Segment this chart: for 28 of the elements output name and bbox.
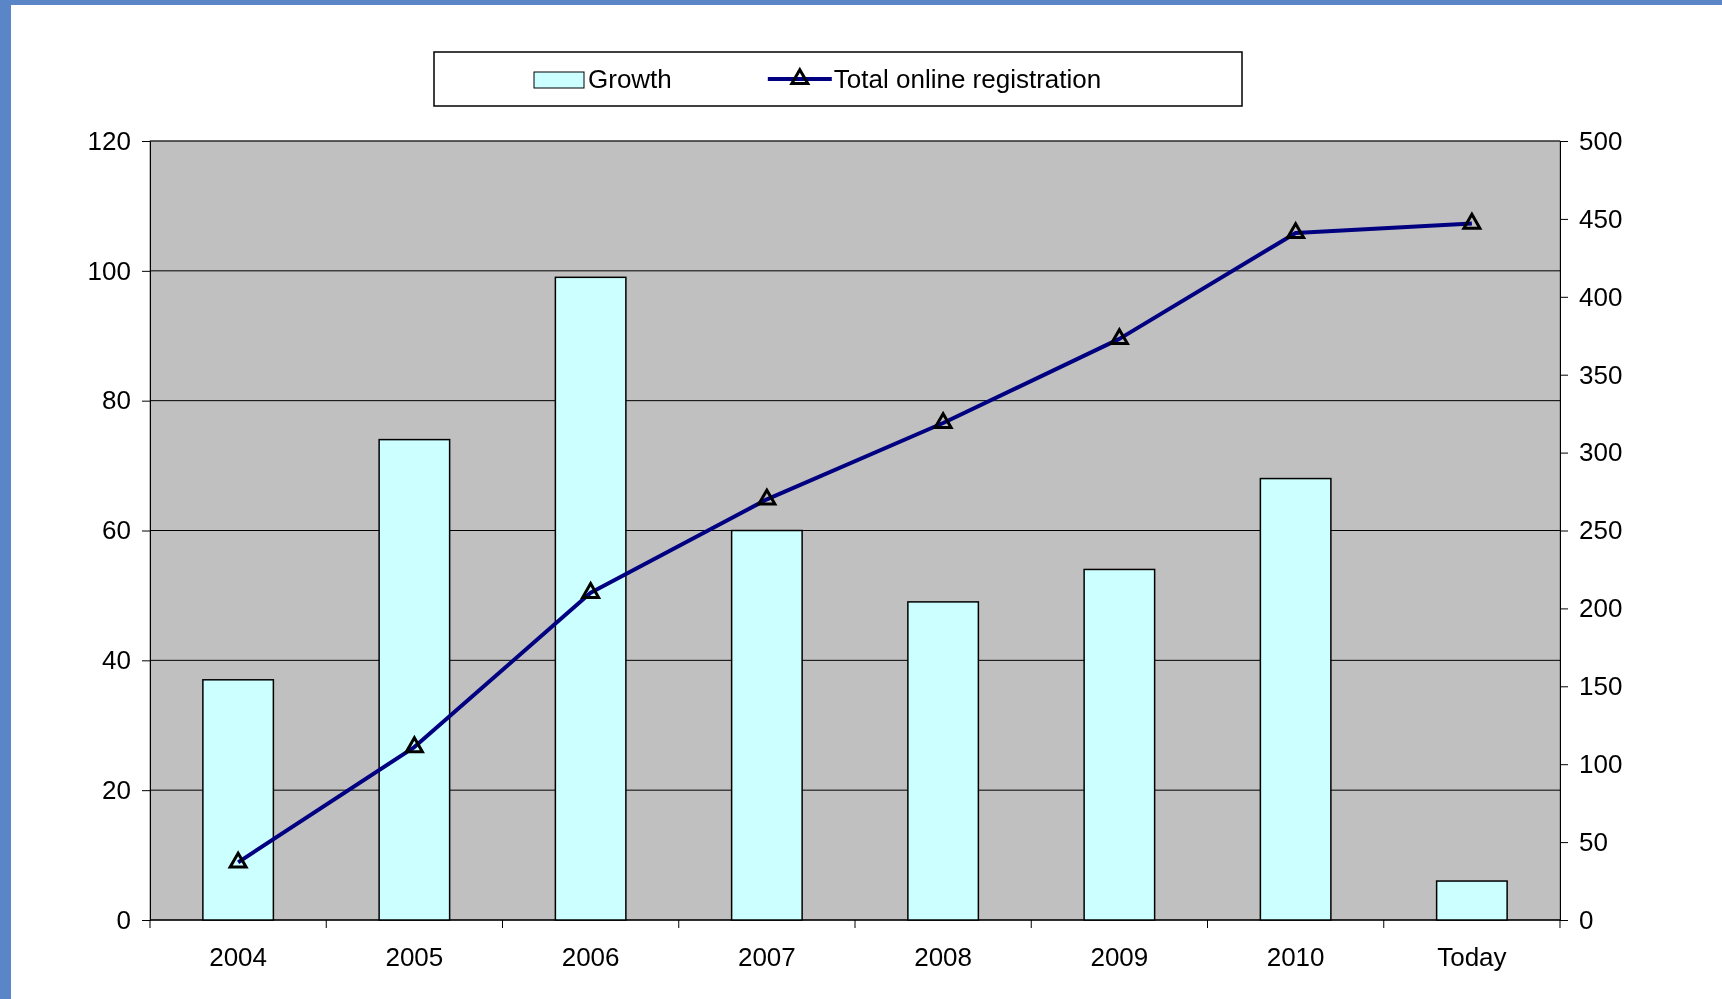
y2-tick-label: 100 [1579, 749, 1623, 780]
y-tick-label: 80 [102, 385, 131, 416]
legend-label: Total online registration [833, 64, 1102, 94]
x-tick-label: 2005 [385, 942, 444, 972]
y-tick-label: 120 [87, 125, 131, 156]
y-tick-label: 0 [116, 904, 131, 935]
y2-tick-label: 500 [1579, 125, 1623, 156]
y2-tick-label: 450 [1579, 203, 1623, 234]
y2-tick-label: 300 [1579, 437, 1623, 468]
y-tick-label: 100 [87, 255, 131, 286]
y2-tick-label: 200 [1579, 593, 1623, 624]
y2-tick-label: 150 [1579, 671, 1623, 702]
x-tick-label: Today [1437, 942, 1507, 972]
y-tick-label: 20 [102, 774, 131, 805]
y2-tick-label: 50 [1579, 826, 1608, 857]
x-tick-label: 2006 [561, 942, 620, 972]
x-tick-label: 2009 [1090, 942, 1149, 972]
x-tick-label: 2010 [1266, 942, 1325, 972]
y-tick-label: 40 [102, 645, 131, 676]
y2-tick-label: 350 [1579, 359, 1623, 390]
x-tick-label: 2008 [914, 942, 973, 972]
x-tick-label: 2007 [737, 942, 796, 972]
y2-tick-label: 0 [1579, 904, 1594, 935]
y-tick-label: 60 [102, 515, 131, 546]
y2-tick-label: 400 [1579, 281, 1623, 312]
legend-label: Growth [588, 64, 672, 94]
y2-tick-label: 250 [1579, 515, 1623, 546]
x-tick-label: 2004 [209, 942, 268, 972]
